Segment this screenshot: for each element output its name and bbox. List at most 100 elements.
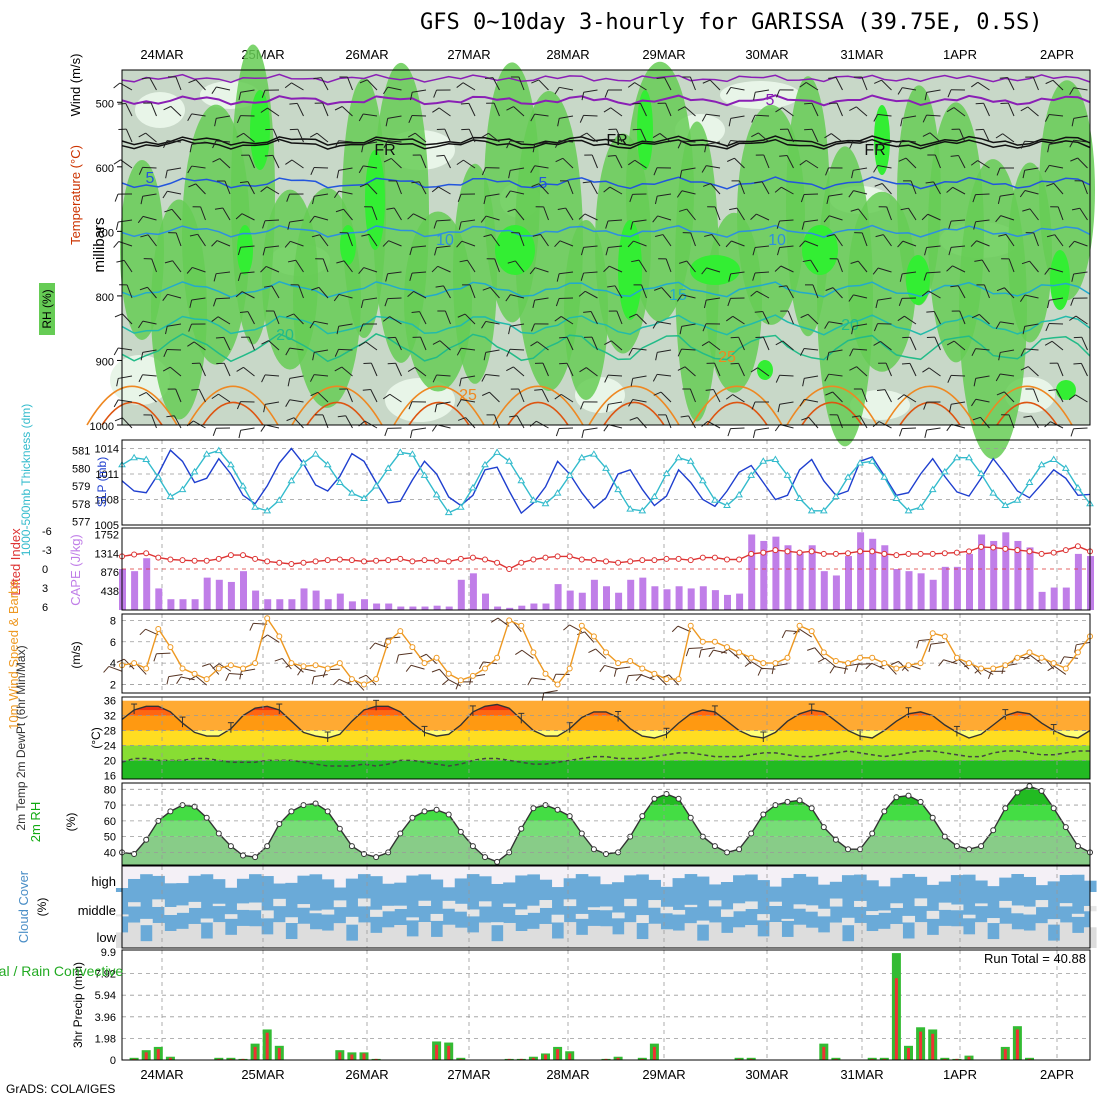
temp-contour-30 [202, 401, 264, 426]
wind-barb-flag [508, 170, 511, 179]
thickness-line-point [977, 469, 985, 477]
cape-bar [724, 594, 731, 610]
wind-barb-flag [583, 311, 592, 313]
cloud-high-fill [200, 874, 214, 892]
wind-barb-flag [701, 420, 708, 427]
cape-tick: 438 [101, 586, 119, 598]
wind-barb [509, 348, 525, 351]
wind-barb [877, 267, 892, 273]
lifted-index-line-point [1038, 550, 1045, 557]
cloud-mid-fill [152, 899, 165, 907]
wind-barb [828, 321, 843, 325]
cloud-high-fill [527, 874, 540, 892]
cloud-mid-fill [273, 898, 286, 907]
wind-barb [534, 165, 549, 169]
wind-barb-flag [924, 429, 928, 438]
cloud-low-fill [478, 922, 492, 948]
cloud-low-fill [878, 928, 891, 948]
date-label-bottom-0: 24MAR [140, 1067, 184, 1082]
wind-barb-flag [262, 220, 266, 229]
wind-barb [297, 128, 304, 143]
temp-contour-25 [588, 385, 680, 426]
cloud-high-fill [854, 874, 867, 892]
temp-tick: 32 [104, 711, 116, 723]
wind-barb [438, 107, 451, 117]
wind-barb [1073, 427, 1088, 430]
wind-barb [706, 267, 721, 273]
wind-barb [755, 427, 770, 431]
precip-conv-bar [1028, 1058, 1031, 1060]
cloud-high-fill [539, 879, 553, 892]
cape-bar [143, 558, 151, 610]
wind-speed-line-point [760, 660, 767, 667]
wind-barb-flag [826, 352, 830, 361]
precip-conv-bar [834, 1058, 838, 1060]
wind-barb-flag [335, 208, 344, 213]
precip-conv-bar [435, 1044, 439, 1060]
cloud-low-fill [938, 925, 952, 948]
wind-barb-flag [114, 417, 123, 422]
thickness-line-point [844, 473, 852, 480]
wind-barb-flag [530, 113, 536, 122]
wind-barb [395, 337, 402, 351]
wind-barb-flag [851, 170, 854, 179]
wind-barb [559, 140, 574, 143]
cloud-mid-fill [660, 906, 674, 914]
wind-barb-flag [555, 298, 560, 307]
cloud-mid-fill [357, 898, 371, 907]
y-tick-label: 900 [96, 356, 114, 368]
wind-barb-flag [824, 133, 832, 139]
date-label-bottom-3: 27MAR [447, 1067, 491, 1082]
wind-barb-flag [384, 428, 388, 437]
rh2m-line-point [869, 830, 876, 837]
wind-barb [322, 258, 329, 273]
rh-very-high-area [906, 255, 930, 305]
wind-barb [1049, 141, 1064, 145]
wind-barb [461, 399, 476, 403]
wind-barb [609, 265, 623, 273]
wind-speed-line-point [433, 654, 440, 661]
wind-barb-flag [891, 660, 899, 666]
cape-bar [748, 534, 756, 610]
cloud-low-fill [188, 923, 202, 948]
wind-barb-flag [235, 291, 243, 298]
wind-barb [657, 349, 672, 353]
wind-barb-flag [310, 391, 319, 397]
rh2m-line-point [639, 813, 646, 820]
wind-speed-line-point [409, 644, 416, 651]
cloud-mid-fill [491, 922, 504, 926]
wind-barb [926, 89, 941, 93]
lifted-index-line-point [578, 556, 585, 563]
rh2m-line-point [917, 798, 924, 805]
wind-barb [700, 647, 715, 651]
lifted-index-line-point [385, 557, 392, 564]
wind-barb-flag [995, 215, 1002, 223]
cloud-high-fill [757, 880, 770, 892]
cape-bar [784, 545, 792, 610]
cape-bar [445, 606, 453, 610]
wind-barb [758, 132, 770, 143]
wind-speed-line-point [1038, 654, 1045, 661]
wind-speed-line-point [179, 665, 186, 672]
wind-barb [318, 287, 329, 299]
wind-barb-flag [947, 375, 952, 383]
wind-barb-flag [970, 81, 979, 88]
y-tick-label: 700 [96, 227, 114, 239]
wind-barb-flag [237, 247, 242, 256]
wind-barb-flag [358, 113, 364, 122]
wind-barb-flag [482, 286, 491, 291]
wind-barb-flag [1059, 656, 1065, 665]
wind-barb-flag [1023, 654, 1031, 660]
wind-barb [1030, 415, 1039, 429]
precip-conv-bar [144, 1052, 148, 1060]
cloud-mid-fill [769, 901, 782, 907]
wind-barb [265, 374, 280, 377]
wind-barb-flag [1045, 323, 1050, 332]
wind-barb-flag [971, 313, 980, 319]
cloud-high-fill [503, 882, 516, 892]
wind-barb [147, 286, 157, 299]
wind-barb [483, 661, 498, 665]
wind-barb [1073, 139, 1088, 143]
wind-barb [905, 157, 917, 169]
wind-barb-flag [334, 349, 339, 357]
